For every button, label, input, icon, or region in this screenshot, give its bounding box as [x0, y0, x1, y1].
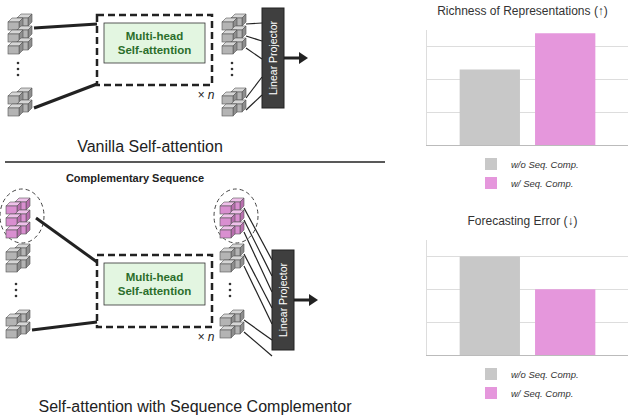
svg-text:Self-attention with Sequence C: Self-attention with Sequence Complemento…: [38, 398, 352, 415]
svg-text:× n: × n: [197, 88, 214, 102]
svg-text:Vanilla Self-attention: Vanilla Self-attention: [77, 138, 223, 155]
svg-text:Multi-head: Multi-head: [126, 30, 184, 42]
svg-text:Linear Projector: Linear Projector: [267, 20, 279, 95]
svg-text:w/ Seq. Comp.: w/ Seq. Comp.: [511, 178, 573, 189]
svg-text:Self-attention: Self-attention: [118, 285, 191, 297]
svg-text:Richness of Representations (↑: Richness of Representations (↑): [437, 4, 608, 18]
svg-text:w/o Seq. Comp.: w/o Seq. Comp.: [511, 369, 579, 380]
svg-text:Self-attention: Self-attention: [118, 44, 191, 56]
svg-text:× n: × n: [197, 330, 214, 344]
svg-text:w/o Seq. Comp.: w/o Seq. Comp.: [511, 159, 579, 170]
svg-text:w/ Seq. Comp.: w/ Seq. Comp.: [511, 388, 573, 399]
svg-text:Linear Projector: Linear Projector: [277, 262, 289, 337]
svg-text:Forecasting Error (↓): Forecasting Error (↓): [467, 214, 577, 228]
svg-text:Complementary Sequence: Complementary Sequence: [66, 172, 204, 184]
svg-text:Multi-head: Multi-head: [126, 271, 184, 283]
